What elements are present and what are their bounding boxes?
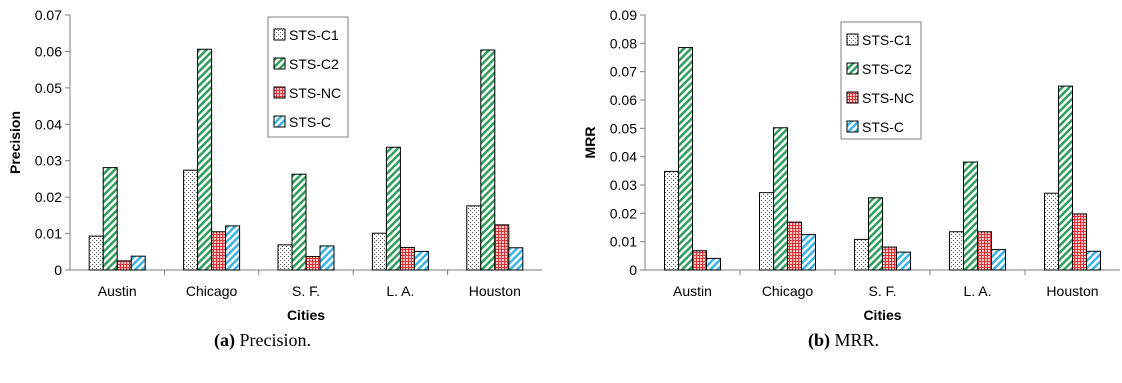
bar-sts-c1-s-f — [277, 244, 293, 271]
x-tick-label-s-f: S. F. — [868, 283, 896, 299]
legend-label-sts-c1: STS-C1 — [862, 32, 912, 48]
bar-sts-c-austin — [130, 255, 146, 271]
legend-swatch-sts-c1 — [273, 28, 286, 41]
bar-sts-c-l-a — [413, 250, 429, 271]
bar-sts-c1-houston — [1044, 192, 1059, 271]
bar-sts-c1-s-f — [854, 238, 869, 271]
y-tick-label: 0.02 — [35, 189, 62, 205]
bar-sts-c2-chicago — [773, 127, 788, 271]
legend-label-sts-nc: STS-NC — [862, 90, 914, 106]
bar-sts-nc-houston — [494, 224, 510, 271]
y-tick-label: 0.08 — [610, 35, 637, 51]
bar-sts-nc-l-a — [399, 246, 415, 271]
bar-sts-c1-houston — [466, 205, 482, 271]
bar-sts-c2-houston — [1058, 85, 1073, 271]
x-tick-label-chicago: Chicago — [186, 283, 238, 299]
caption-b-label: (b) — [808, 330, 830, 350]
x-tick-label-l-a: L. A. — [963, 283, 991, 299]
y-tick-label: 0.03 — [610, 177, 637, 193]
y-tick-label: 0.09 — [610, 7, 637, 23]
legend-swatch-sts-c2 — [846, 62, 859, 75]
x-tick-label-s-f: S. F. — [292, 283, 320, 299]
bar-sts-c-houston — [1086, 250, 1101, 271]
y-tick-label: 0.05 — [610, 120, 637, 136]
x-tick-label-l-a: L. A. — [386, 283, 414, 299]
bar-sts-nc-austin — [692, 250, 707, 271]
y-tick-label: 0 — [629, 262, 637, 278]
y-axis-title: MRR — [582, 127, 598, 159]
bar-sts-c2-s-f — [868, 197, 883, 271]
legend-label-sts-c: STS-C — [862, 119, 904, 135]
bar-sts-c2-l-a — [385, 146, 401, 271]
chart-mrr: 0 0.01 0.02 0.03 0.04 0.05 0.06 0.07 0.08 0.09 Aus… — [582, 7, 1120, 323]
chart-precision: 0 0.01 0.02 0.03 0.04 0.05 0.06 0.07 Austin Chica… — [7, 7, 542, 323]
bar-sts-c2-s-f — [291, 173, 307, 271]
caption-b: (b) MRR. — [808, 330, 879, 351]
x-tick-label-houston: Houston — [1046, 283, 1098, 299]
x-axis-title: Cities — [863, 307, 901, 323]
bar-sts-nc-s-f — [882, 246, 897, 271]
bar-sts-nc-houston — [1072, 213, 1087, 271]
legend-label-sts-nc: STS-NC — [289, 85, 341, 101]
bar-sts-c2-austin — [102, 167, 118, 271]
legend-label-sts-c2: STS-C2 — [862, 61, 912, 77]
bar-sts-c1-austin — [88, 235, 104, 271]
legend-label-sts-c2: STS-C2 — [289, 56, 339, 72]
legend: STS-C1 STS-C2 STS-NC STS-C — [840, 21, 922, 140]
x-axis-title: Cities — [287, 307, 325, 323]
bar-sts-c-chicago — [801, 234, 816, 271]
bar-sts-nc-s-f — [305, 256, 321, 271]
bar-sts-c1-austin — [664, 170, 679, 271]
y-tick-label: 0.06 — [610, 92, 637, 108]
bar-sts-c2-austin — [678, 47, 693, 271]
bar-sts-c1-l-a — [371, 232, 387, 271]
legend-swatch-sts-nc — [846, 91, 859, 104]
bar-sts-c2-l-a — [963, 161, 978, 271]
x-tick-label-austin: Austin — [673, 283, 712, 299]
bar-sts-c-s-f — [319, 245, 335, 271]
legend-swatch-sts-c — [846, 120, 859, 133]
bar-sts-nc-chicago — [787, 221, 802, 271]
bar-sts-nc-austin — [116, 260, 132, 271]
x-tick-label-austin: Austin — [98, 283, 137, 299]
y-tick-label: 0.04 — [610, 149, 637, 165]
caption-b-text: MRR. — [830, 330, 880, 350]
legend-label-sts-c1: STS-C1 — [289, 27, 339, 43]
legend-swatch-sts-nc — [273, 86, 286, 99]
legend-swatch-sts-c — [273, 115, 286, 128]
y-tick-label: 0.07 — [35, 7, 62, 23]
bar-sts-c2-houston — [480, 49, 496, 271]
bar-sts-c-chicago — [225, 225, 241, 271]
caption-a-text: Precision. — [235, 330, 312, 350]
y-tick-label: 0.07 — [610, 64, 637, 80]
bar-sts-c-l-a — [991, 249, 1006, 271]
y-tick-label: 0.04 — [35, 116, 62, 132]
bar-sts-nc-l-a — [977, 231, 992, 271]
bar-sts-c-s-f — [896, 251, 911, 271]
x-tick-label-houston: Houston — [469, 283, 521, 299]
bar-sts-c1-chicago — [183, 169, 199, 271]
y-axis-title: Precision — [7, 111, 23, 174]
bar-sts-c2-chicago — [197, 48, 213, 271]
legend-swatch-sts-c2 — [273, 57, 286, 70]
bar-sts-c-houston — [508, 247, 524, 271]
x-tick-label-chicago: Chicago — [762, 283, 814, 299]
y-tick-label: 0.02 — [610, 205, 637, 221]
bar-sts-nc-chicago — [211, 231, 227, 271]
caption-a: (a) Precision. — [214, 330, 311, 351]
y-tick-label: 0.06 — [35, 43, 62, 59]
y-tick-label: 0.01 — [35, 226, 62, 242]
y-tick-label: 0 — [54, 262, 62, 278]
legend: STS-C1 STS-C2 STS-NC STS-C — [267, 16, 349, 138]
y-tick-label: 0.05 — [35, 80, 62, 96]
caption-a-label: (a) — [214, 330, 235, 350]
bar-sts-c-austin — [706, 257, 721, 271]
legend-label-sts-c: STS-C — [289, 114, 331, 130]
bar-sts-c1-chicago — [759, 192, 774, 271]
bar-sts-c1-l-a — [949, 231, 964, 271]
y-tick-label: 0.01 — [610, 234, 637, 250]
legend-swatch-sts-c1 — [846, 33, 859, 46]
y-tick-label: 0.03 — [35, 153, 62, 169]
